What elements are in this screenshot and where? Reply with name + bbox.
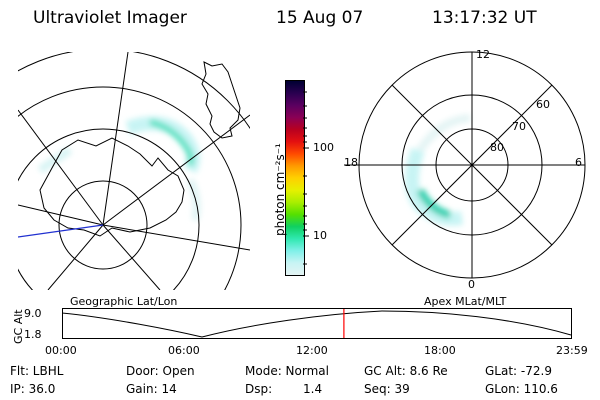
status-glat: GLat: -72.9 — [485, 364, 552, 378]
colorbar-tick-100: 100 — [313, 141, 334, 154]
date-line — [18, 224, 104, 238]
status-door: Door: Open — [126, 364, 195, 378]
geo-panel-label: Geographic Lat/Lon — [70, 295, 178, 308]
time-label: 13:17:32 UT — [432, 8, 537, 28]
antarctica-outline — [39, 137, 185, 237]
mlat-label-60: 60 — [536, 98, 550, 111]
xtick-0000: 00:00 — [45, 344, 77, 357]
colorbar — [285, 80, 305, 276]
mlat-label-70: 70 — [512, 120, 526, 133]
mlt-panel-label: Apex MLat/MLT — [424, 295, 507, 308]
date-label: 15 Aug 07 — [276, 8, 364, 28]
altitude-plot — [62, 308, 572, 339]
colorbar-unit-label: photon cm⁻²s⁻¹ — [273, 143, 287, 236]
altitude-ytick-min: 1.8 — [24, 328, 42, 341]
status-ip: IP: 36.0 — [10, 382, 56, 396]
altitude-ytick-max: 9.0 — [24, 307, 42, 320]
xtick-1200: 12:00 — [296, 344, 328, 357]
xtick-0600: 06:00 — [168, 344, 200, 357]
status-mode: Mode: Normal — [245, 364, 329, 378]
mlt-aurora-emission — [405, 114, 471, 226]
status-glon: GLon: 110.6 — [485, 382, 558, 396]
mlt-label-18: 18 — [344, 156, 358, 169]
colorbar-ticks — [303, 91, 309, 265]
xtick-2359: 23:59 — [556, 344, 588, 357]
status-flt: Flt: LBHL — [10, 364, 64, 378]
mlt-label-6: 6 — [575, 156, 582, 169]
status-gcalt: GC Alt: 8.6 Re — [364, 364, 448, 378]
mlt-polar-plot — [344, 51, 586, 279]
instrument-title: Ultraviolet Imager — [33, 8, 187, 28]
status-dsp-value: 1.4 — [303, 382, 323, 396]
altitude-curve — [62, 310, 572, 338]
xtick-1800: 18:00 — [424, 344, 456, 357]
colorbar-tick-10: 10 — [313, 229, 327, 242]
status-dsp-label: Dsp: — [245, 382, 273, 396]
mlt-label-0: 0 — [468, 278, 475, 291]
mlat-label-80: 80 — [490, 141, 504, 154]
landmass-outline — [201, 61, 241, 139]
status-seq: Seq: 39 — [364, 382, 410, 396]
mlt-label-12: 12 — [476, 48, 490, 61]
geographic-map — [18, 52, 250, 290]
status-gain: Gain: 14 — [126, 382, 177, 396]
